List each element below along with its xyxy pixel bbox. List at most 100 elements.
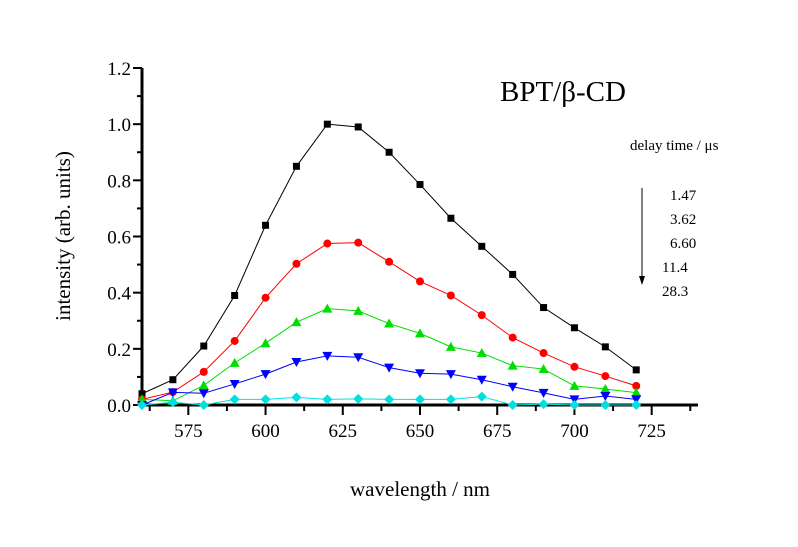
- data-point-triangle-up: [445, 341, 456, 351]
- x-tick-label: 600: [251, 421, 280, 442]
- y-tick-label: 0.0: [107, 396, 131, 417]
- data-point-circle: [261, 293, 270, 302]
- data-point-diamond: [229, 394, 240, 405]
- data-point-triangle-down: [600, 392, 611, 402]
- data-point-circle: [416, 277, 424, 286]
- legend: 1.47 3.62 6.60 11.4 28.3: [639, 188, 697, 300]
- legend-entry: 1.47: [670, 188, 697, 204]
- data-point-square: [540, 304, 548, 312]
- data-point-triangle-up: [538, 364, 549, 374]
- data-point-triangle-up: [229, 357, 240, 367]
- data-point-diamond: [353, 393, 364, 404]
- data-point-triangle-down: [198, 389, 209, 399]
- data-point-triangle-down: [538, 388, 549, 398]
- data-point-square: [138, 390, 146, 398]
- y-tick-label: 1.0: [107, 115, 131, 136]
- data-point-diamond: [260, 394, 271, 405]
- data-point-diamond: [415, 394, 425, 405]
- data-point-diamond: [445, 394, 456, 405]
- data-point-triangle-down: [322, 351, 333, 361]
- legend-arrow-head: [639, 276, 645, 285]
- data-point-triangle-down: [260, 370, 271, 380]
- y-tick-label: 0.8: [107, 171, 131, 192]
- data-point-triangle-down: [384, 363, 395, 373]
- data-point-diamond: [384, 394, 395, 405]
- data-point-square: [231, 291, 239, 299]
- data-point-triangle-down: [631, 395, 642, 405]
- series-11.4: [137, 351, 642, 410]
- data-point-triangle-down: [353, 353, 364, 363]
- data-point-triangle-down: [167, 388, 178, 398]
- legend-title: delay time / μs: [630, 138, 719, 154]
- data-point-triangle-up: [600, 383, 611, 393]
- axes: 575 600 625 650 675 700 725 0.0 0.2 0.4 0.6 0.8 1.0 1…: [107, 59, 698, 442]
- data-point-diamond: [476, 391, 487, 402]
- data-point-square: [601, 343, 609, 351]
- data-point-circle: [508, 333, 517, 342]
- data-point-diamond: [137, 400, 147, 410]
- x-axis-title: wavelength / nm: [350, 477, 490, 501]
- data-point-diamond: [322, 394, 333, 405]
- data-point-triangle-down: [415, 369, 425, 379]
- data-point-square: [509, 270, 517, 278]
- data-point-diamond: [198, 400, 209, 410]
- data-point-square: [169, 376, 177, 384]
- data-point-triangle-up: [415, 328, 425, 338]
- data-point-circle: [230, 336, 239, 345]
- y-axis-title: intensity (arb. units): [51, 151, 75, 321]
- data-point-triangle-up: [322, 303, 333, 313]
- data-point-circle: [539, 349, 548, 358]
- legend-entry: 28.3: [662, 284, 688, 300]
- data-point-circle: [199, 367, 208, 376]
- chart-title: BPT/β-CD: [500, 76, 626, 108]
- data-point-circle: [323, 239, 332, 248]
- data-point-circle: [354, 238, 363, 247]
- legend-entry: 6.60: [670, 236, 696, 252]
- x-tick-label: 675: [483, 421, 512, 442]
- data-point-triangle-down: [229, 379, 240, 389]
- data-point-triangle-up: [291, 317, 302, 327]
- data-point-circle: [632, 381, 641, 390]
- x-tick-label: 575: [174, 421, 203, 442]
- y-tick-label: 0.2: [107, 340, 131, 361]
- data-point-square: [354, 123, 362, 131]
- data-point-square: [385, 148, 393, 156]
- x-tick-label: 700: [560, 421, 589, 442]
- data-point-diamond: [569, 400, 580, 410]
- data-point-diamond: [600, 400, 611, 410]
- data-point-diamond: [507, 400, 518, 410]
- series-1.47: [138, 120, 640, 398]
- data-point-circle: [385, 257, 394, 266]
- y-tick-label: 0.6: [107, 228, 131, 249]
- data-point-diamond: [167, 397, 178, 408]
- data-point-circle: [292, 259, 301, 268]
- data-point-square: [570, 324, 578, 332]
- data-point-triangle-up: [507, 360, 518, 370]
- data-point-circle: [570, 362, 579, 371]
- x-tick-label: 650: [406, 421, 435, 442]
- data-point-triangle-down: [291, 358, 302, 368]
- data-point-circle: [601, 372, 610, 381]
- data-point-square: [262, 221, 270, 229]
- data-point-square: [478, 242, 486, 250]
- series-28.3: [137, 391, 642, 410]
- data-point-diamond: [291, 392, 302, 403]
- data-point-square: [447, 214, 455, 222]
- data-point-triangle-down: [569, 395, 580, 405]
- data-point-triangle-down: [476, 375, 487, 385]
- x-tick-label: 625: [329, 421, 358, 442]
- y-tick-label: 1.2: [107, 59, 131, 80]
- data-point-square: [632, 366, 640, 374]
- series-6.60: [137, 303, 642, 405]
- data-point-triangle-up: [631, 387, 642, 397]
- data-point-triangle-up: [198, 380, 209, 390]
- data-point-triangle-up: [260, 338, 271, 348]
- data-point-circle: [446, 291, 455, 300]
- data-point-square: [292, 162, 300, 170]
- data-point-circle: [477, 311, 486, 320]
- data-point-diamond: [631, 400, 642, 410]
- series-layer: [137, 120, 642, 410]
- data-point-triangle-up: [569, 380, 580, 390]
- legend-entry: 11.4: [662, 260, 688, 276]
